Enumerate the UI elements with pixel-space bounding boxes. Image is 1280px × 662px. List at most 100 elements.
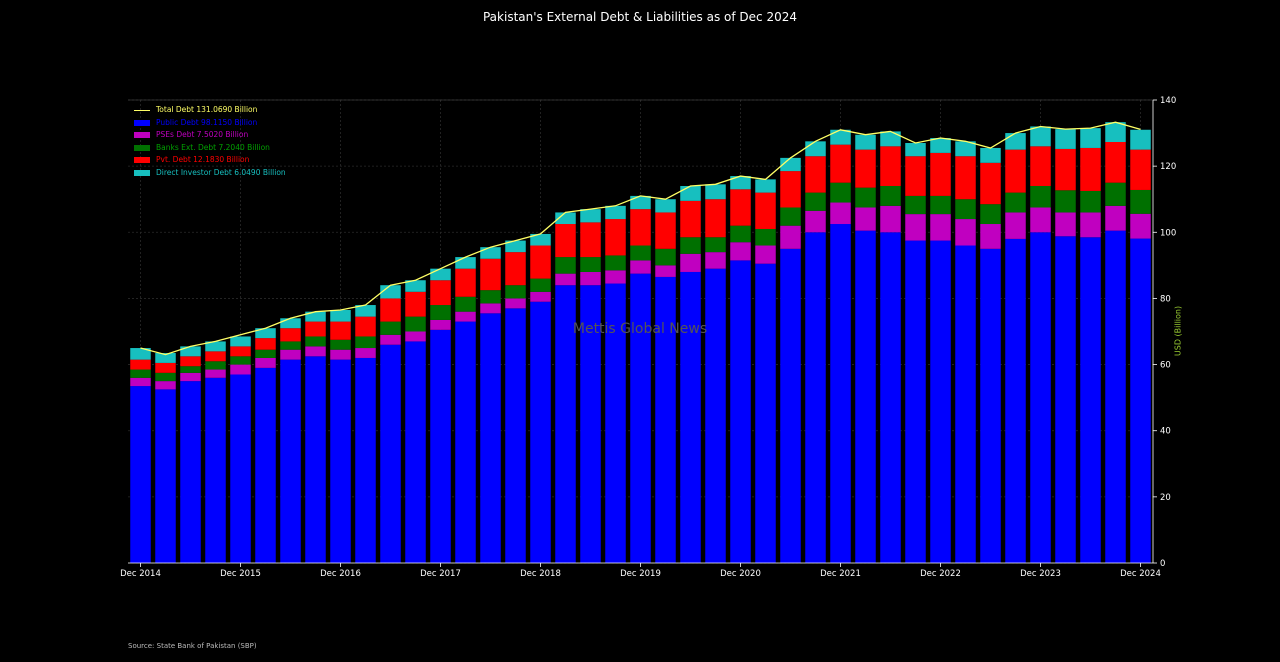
bar-direct-investor-debt	[230, 336, 251, 347]
bar-banks-ext-debt	[355, 336, 376, 349]
bar-banks-ext-debt	[730, 225, 751, 243]
bar-public-debt	[205, 377, 226, 563]
bar-public-debt	[880, 232, 901, 564]
y-tick-label: 20	[1160, 493, 1171, 503]
bar-pvt-debt	[730, 189, 751, 226]
bar-banks-ext-debt	[155, 372, 176, 382]
bar-direct-investor-debt	[305, 311, 326, 322]
bar-pvt-debt	[530, 245, 551, 279]
bar-pses-debt	[1005, 212, 1026, 239]
bar-direct-investor-debt	[530, 233, 551, 246]
legend-label-fdi: Direct Investor Debt 6.0490 Billion	[156, 167, 286, 177]
bar-pses-debt	[305, 346, 326, 357]
legend-item-banks: Banks Ext. Debt 7.2040 Billion	[134, 142, 286, 155]
bar-banks-ext-debt	[930, 195, 951, 215]
bar-public-debt	[680, 271, 701, 563]
legend-swatch-public	[134, 119, 150, 126]
bar-direct-investor-debt	[655, 199, 676, 213]
bar-pvt-debt	[955, 156, 976, 200]
bar-pvt-debt	[880, 146, 901, 186]
bar-pses-debt	[1105, 205, 1126, 231]
bar-public-debt	[130, 386, 151, 563]
bar-banks-ext-debt	[505, 285, 526, 299]
bar-public-debt	[630, 273, 651, 563]
legend-swatch-fdi	[134, 169, 150, 176]
legend-swatch-banks	[134, 144, 150, 151]
bar-pses-debt	[830, 202, 851, 225]
bar-pses-debt	[180, 372, 201, 382]
bar-banks-ext-debt	[380, 321, 401, 335]
y-tick-label: 40	[1160, 427, 1171, 437]
axes: 0 20 40 60 80 100 120 140 Dec 2014 Dec 2015 Dec 20…	[120, 96, 1176, 579]
bar-banks-ext-debt	[405, 316, 426, 332]
y-tick-label: 60	[1160, 361, 1171, 371]
bar-public-debt	[1055, 236, 1076, 564]
bar-banks-ext-debt	[905, 195, 926, 215]
bar-pvt-debt	[180, 356, 201, 367]
x-tick-label: Dec 2014	[120, 569, 161, 579]
x-tick-label: Dec 2017	[420, 569, 461, 579]
bar-direct-investor-debt	[405, 280, 426, 292]
bar-direct-investor-debt	[130, 348, 151, 360]
bar-public-debt	[605, 283, 626, 563]
y-tick-label: 100	[1160, 228, 1176, 238]
bar-pses-debt	[130, 377, 151, 387]
bar-banks-ext-debt	[755, 228, 776, 246]
bar-public-debt	[280, 359, 301, 563]
bar-public-debt	[1105, 230, 1126, 563]
legend-item-pvt: Pvt. Debt 12.1830 Billion	[134, 154, 286, 167]
bar-public-debt	[155, 389, 176, 563]
y-axis-label: USD (Billion)	[1173, 305, 1183, 357]
bar-pvt-debt	[455, 268, 476, 297]
bar-pses-debt	[380, 334, 401, 345]
y-tick-label: 120	[1160, 162, 1176, 172]
bar-public-debt	[930, 240, 951, 563]
bar-banks-ext-debt	[705, 237, 726, 253]
y-tick-label: 0	[1160, 559, 1165, 569]
bar-public-debt	[1080, 237, 1101, 563]
bar-banks-ext-debt	[1105, 182, 1126, 206]
legend-item-pses: PSEs Debt 7.5020 Billion	[134, 129, 286, 142]
bar-pvt-debt	[1030, 146, 1051, 186]
bar-pses-debt	[855, 207, 876, 231]
bar-banks-ext-debt	[980, 204, 1001, 225]
bar-direct-investor-debt	[555, 212, 576, 225]
bar-pses-debt	[1130, 213, 1151, 239]
bar-direct-investor-debt	[1005, 133, 1026, 150]
bar-public-debt	[1130, 238, 1151, 564]
bar-direct-investor-debt	[780, 157, 801, 172]
legend-item-fdi: Direct Investor Debt 6.0490 Billion	[134, 167, 286, 180]
bar-pvt-debt	[405, 291, 426, 317]
bar-direct-investor-debt	[930, 138, 951, 153]
legend-item-total: Total Debt 131.0690 Billion	[134, 104, 286, 117]
bar-pses-debt	[755, 245, 776, 264]
bar-public-debt	[230, 374, 251, 563]
bar-banks-ext-debt	[555, 257, 576, 274]
bar-pvt-debt	[805, 156, 826, 193]
bar-pvt-debt	[280, 328, 301, 342]
bar-pses-debt	[505, 298, 526, 309]
legend-label-pvt: Pvt. Debt 12.1830 Billion	[156, 155, 250, 164]
bar-public-debt	[830, 224, 851, 563]
total-debt-line-path	[140, 121, 1141, 356]
bar-pvt-debt	[430, 280, 451, 306]
bar-pvt-debt	[630, 209, 651, 246]
bar-pses-debt	[555, 273, 576, 286]
bar-public-debt	[455, 321, 476, 563]
bar-pvt-debt	[605, 219, 626, 256]
bar-direct-investor-debt	[705, 184, 726, 200]
x-tick-label: Dec 2023	[1020, 569, 1061, 579]
bar-pvt-debt	[130, 359, 151, 370]
legend-label-pses: PSEs Debt 7.5020 Billion	[156, 130, 249, 139]
bar-pses-debt	[680, 253, 701, 272]
bar-public-debt	[355, 357, 376, 563]
legend-swatch-pvt	[134, 157, 150, 164]
bar-banks-ext-debt	[180, 366, 201, 373]
bar-pvt-debt	[355, 316, 376, 337]
bar-pvt-debt	[1005, 149, 1026, 193]
y-tick-label: 80	[1160, 294, 1171, 304]
bar-direct-investor-debt	[730, 176, 751, 190]
bar-banks-ext-debt	[605, 255, 626, 271]
watermark: Mettis Global News	[572, 321, 708, 337]
